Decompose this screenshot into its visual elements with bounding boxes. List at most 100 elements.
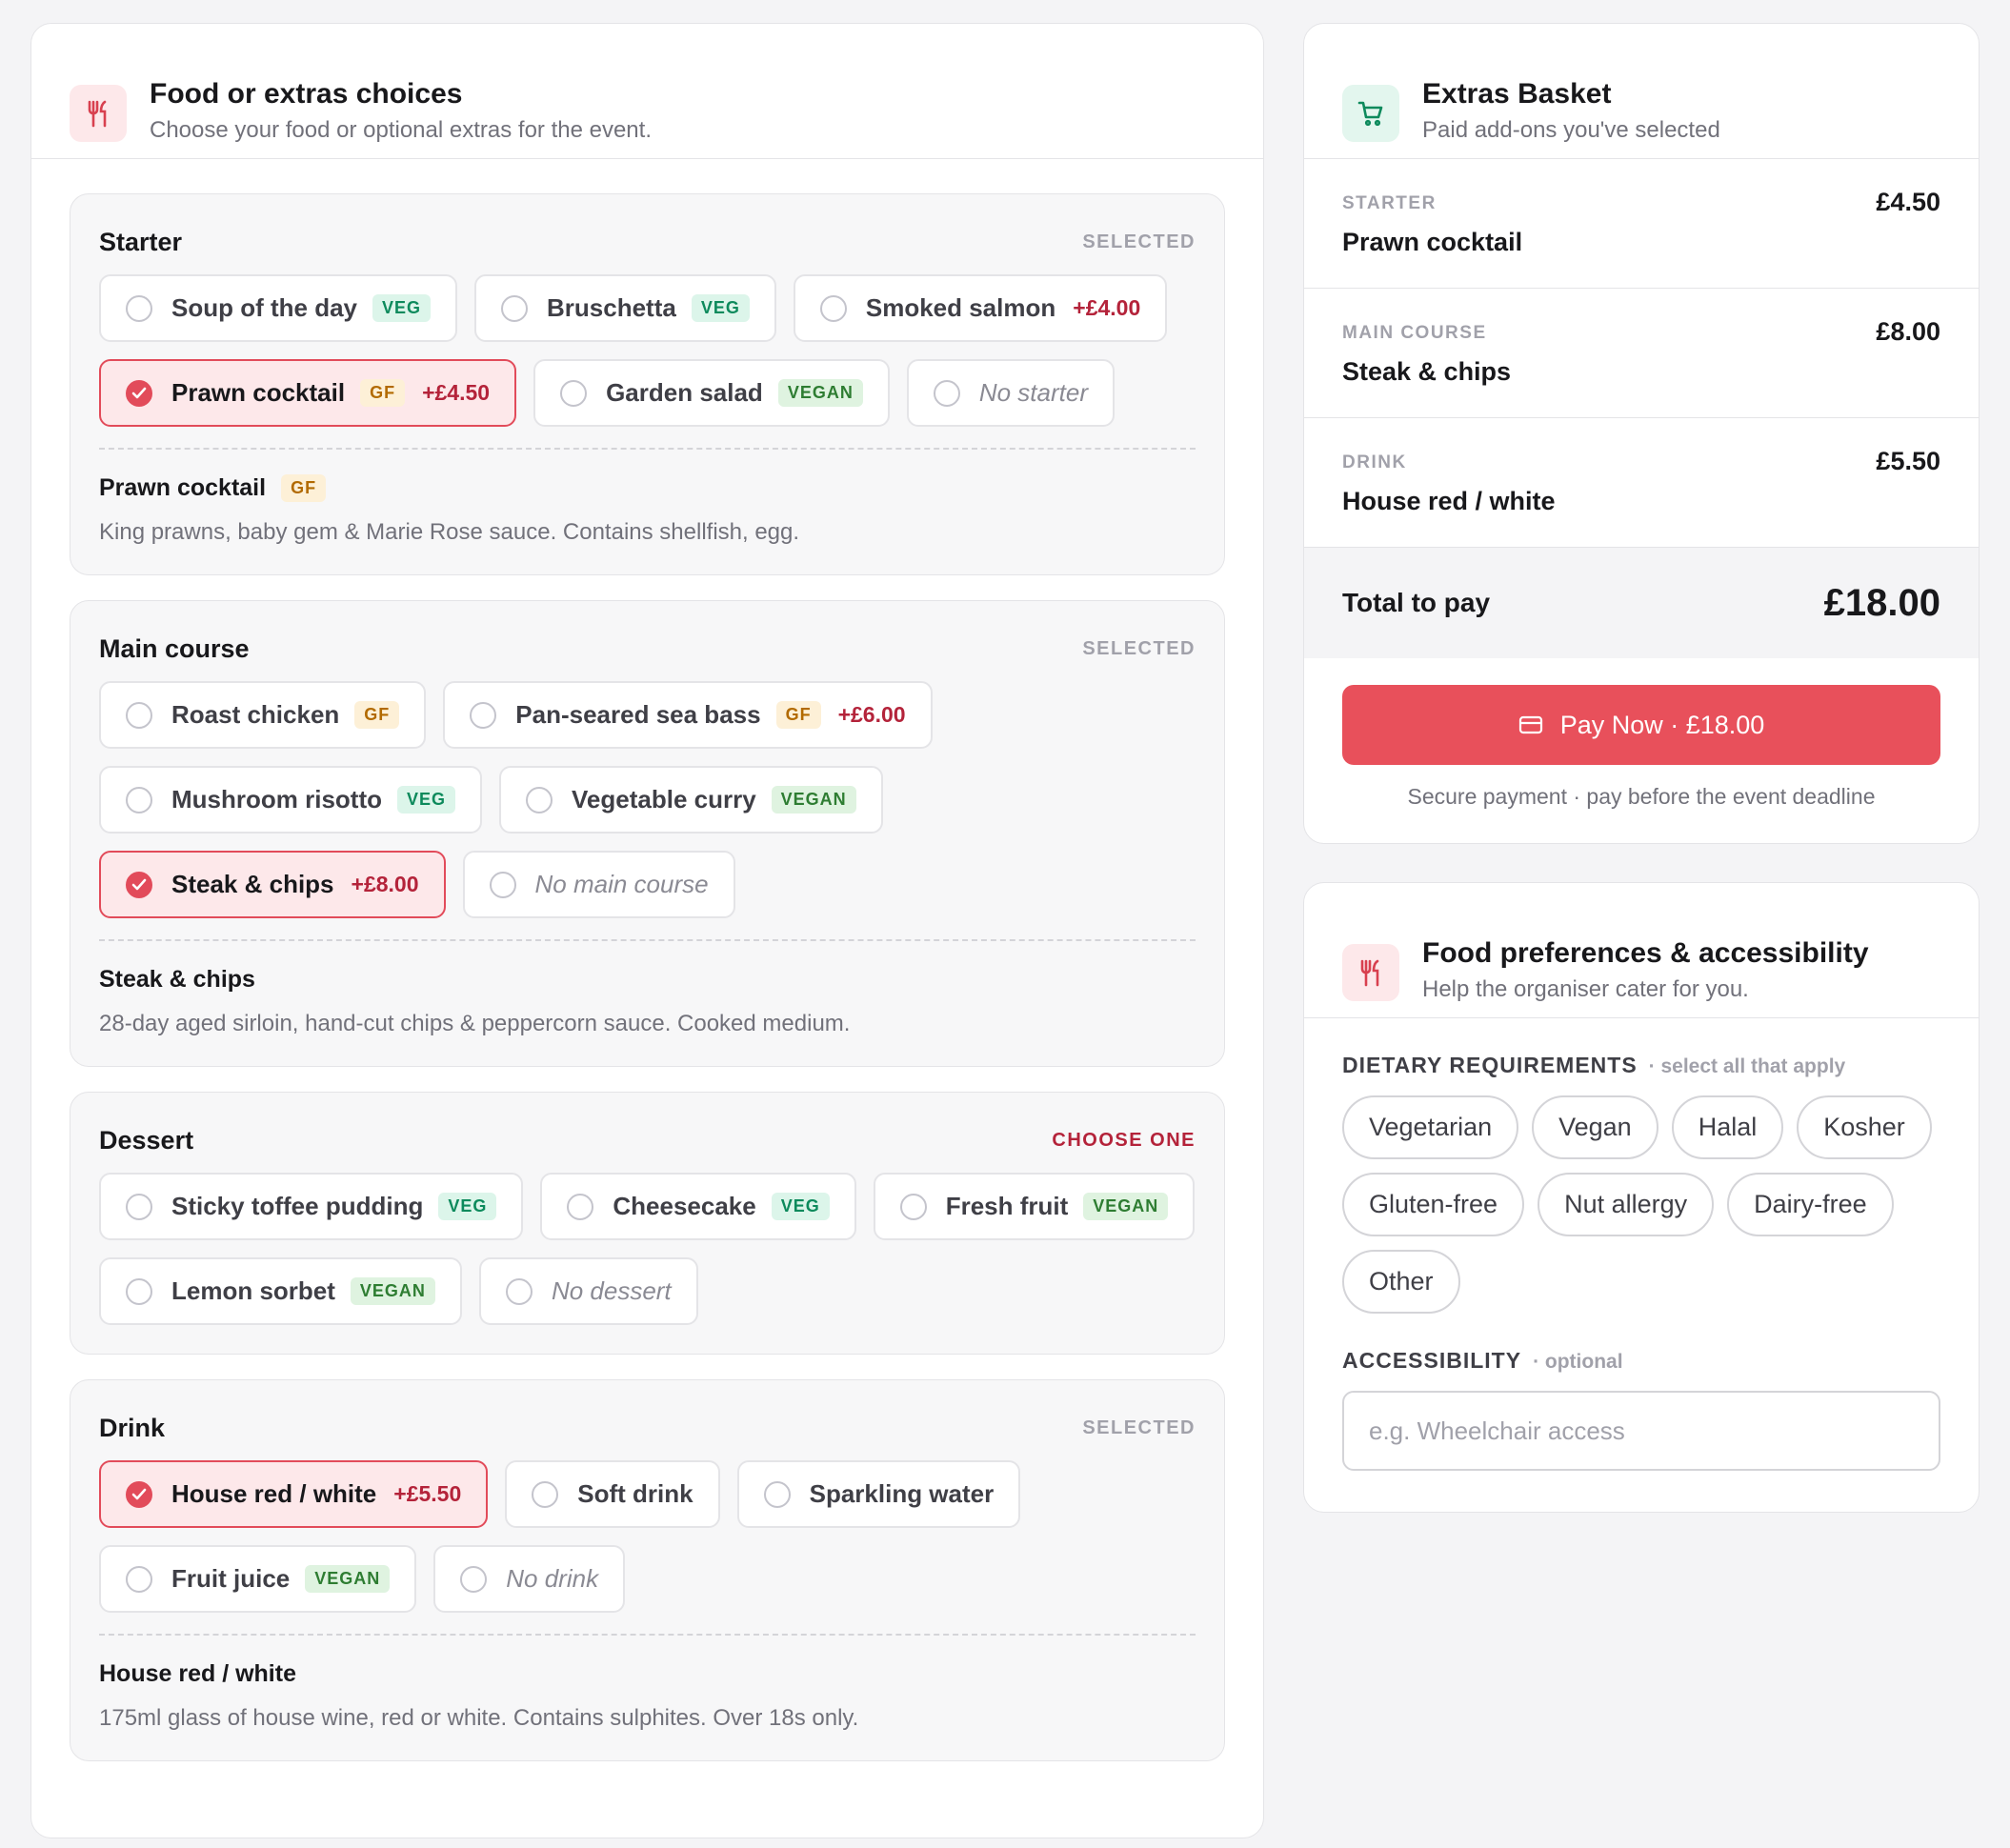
detail-name: Steak & chips: [99, 966, 255, 993]
option-sparkling-water[interactable]: Sparkling water: [736, 1460, 1021, 1528]
radio-icon: [489, 871, 516, 898]
radio-icon: [933, 379, 960, 407]
option-fresh-fruit[interactable]: Fresh fruit VEGAN: [873, 1173, 1196, 1240]
chip-dairy-free[interactable]: Dairy-free: [1727, 1173, 1894, 1236]
basket-row: STARTER Prawn cocktail £4.50: [1304, 159, 1979, 289]
basket-item-name: House red / white: [1342, 487, 1556, 515]
option-label: No dessert: [551, 1276, 672, 1305]
prefs-subtitle: Help the organiser cater for you.: [1422, 976, 1749, 1002]
radio-icon: [470, 701, 497, 729]
diet-tag: VEG: [397, 786, 456, 814]
option-no-main-course[interactable]: No main course: [462, 851, 735, 918]
extras-basket-card: Extras Basket Paid add-ons you've select…: [1303, 23, 1980, 844]
option-vegetable-curry[interactable]: Vegetable curry VEGAN: [499, 766, 883, 834]
chip-halal[interactable]: Halal: [1671, 1095, 1784, 1159]
radio-icon: [763, 1480, 791, 1508]
radio-icon: [567, 1193, 594, 1220]
option-label: Steak & chips: [171, 870, 334, 898]
chip-nut-allergy[interactable]: Nut allergy: [1538, 1173, 1715, 1236]
option-soup-of-the-day[interactable]: Soup of the day VEG: [99, 274, 458, 342]
basket-item-price: £8.00: [1876, 317, 1940, 346]
basket-items: STARTER Prawn cocktail £4.50 MAIN COURSE Ste…: [1304, 159, 1979, 548]
option-label: Mushroom risotto: [171, 785, 382, 814]
option-lemon-sorbet[interactable]: Lemon sorbet VEGAN: [99, 1257, 462, 1325]
section-title: Main course: [99, 633, 250, 663]
section-starter: Starter SELECTED Soup of the day VEG Brusche…: [70, 193, 1225, 575]
option-label: Soft drink: [577, 1479, 693, 1508]
option-pan-seared-sea-bass[interactable]: Pan-seared sea bass GF +£6.00: [443, 681, 933, 749]
option-mushroom-risotto[interactable]: Mushroom risotto VEG: [99, 766, 483, 834]
basket-row: DRINK House red / white £5.50: [1304, 418, 1979, 548]
option-fruit-juice[interactable]: Fruit juice VEGAN: [99, 1545, 417, 1613]
option-price: +£4.00: [1073, 295, 1141, 320]
basket-category: DRINK: [1342, 452, 1407, 472]
credit-card-icon: [1518, 715, 1543, 734]
option-cheesecake[interactable]: Cheesecake VEG: [540, 1173, 856, 1240]
section-header: Starter SELECTED: [99, 223, 1196, 261]
basket-item-name: Prawn cocktail: [1342, 228, 1523, 256]
basket-title: Extras Basket: [1422, 78, 1612, 110]
option-list: Soup of the day VEG Bruschetta VEG Smoked sa…: [99, 274, 1196, 427]
radio-icon: [501, 294, 529, 322]
chip-kosher[interactable]: Kosher: [1797, 1095, 1932, 1159]
radio-icon: [819, 294, 847, 322]
diet-tag: VEGAN: [305, 1565, 391, 1593]
section-title: Starter: [99, 227, 183, 256]
diet-tag: GF: [354, 701, 400, 729]
detail-name: House red / white: [99, 1660, 296, 1687]
basket-total: Total to pay £18.00: [1304, 548, 1979, 658]
option-price: +£5.50: [393, 1481, 462, 1506]
prefs-title: Food preferences & accessibility: [1422, 937, 1869, 969]
food-choices-subtitle: Choose your food or optional extras for …: [150, 117, 652, 143]
total-label: Total to pay: [1342, 588, 1491, 617]
cutlery-icon: [1342, 944, 1399, 1001]
radio-icon: [899, 1193, 927, 1220]
selection-detail: Steak & chips 28-day aged sirloin, hand-c…: [99, 939, 1196, 1037]
option-label: No main course: [534, 870, 709, 898]
option-house-red-white[interactable]: House red / white +£5.50: [99, 1460, 489, 1528]
option-label: Lemon sorbet: [171, 1276, 335, 1305]
diet-tag: VEG: [438, 1193, 497, 1220]
diet-tag: VEG: [372, 294, 432, 322]
option-smoked-salmon[interactable]: Smoked salmon +£4.00: [793, 274, 1168, 342]
option-roast-chicken[interactable]: Roast chicken GF: [99, 681, 427, 749]
dietary-hint: · select all that apply: [1648, 1055, 1846, 1077]
option-no-starter[interactable]: No starter: [906, 359, 1115, 427]
radio-icon: [526, 786, 553, 814]
chip-vegetarian[interactable]: Vegetarian: [1342, 1095, 1519, 1159]
radio-icon: [126, 1565, 152, 1593]
option-no-dessert[interactable]: No dessert: [478, 1257, 698, 1325]
pay-now-button[interactable]: Pay Now · £18.00: [1342, 685, 1940, 765]
option-sticky-toffee-pudding[interactable]: Sticky toffee pudding VEG: [99, 1173, 524, 1240]
option-label: No drink: [506, 1564, 599, 1593]
option-no-drink[interactable]: No drink: [433, 1545, 626, 1613]
option-label: Prawn cocktail: [171, 378, 346, 407]
detail-title: House red / white: [99, 1660, 1196, 1688]
diet-tag: GF: [360, 379, 406, 407]
detail-description: King prawns, baby gem & Marie Rose sauce…: [99, 519, 800, 545]
chip-other[interactable]: Other: [1342, 1250, 1460, 1314]
option-label: Fresh fruit: [945, 1192, 1069, 1220]
detail-title: Prawn cocktail GF: [99, 474, 1196, 502]
radio-icon: [126, 1193, 152, 1220]
food-choices-card: Food or extras choices Choose your food …: [30, 23, 1264, 1838]
option-label: Fruit juice: [171, 1564, 291, 1593]
total-value: £18.00: [1823, 581, 1940, 624]
diet-tag: VEGAN: [350, 1277, 435, 1305]
section-header: Drink SELECTED: [99, 1409, 1196, 1447]
option-soft-drink[interactable]: Soft drink: [505, 1460, 720, 1528]
option-label: Soup of the day: [171, 293, 357, 322]
chip-vegan[interactable]: Vegan: [1532, 1095, 1658, 1159]
option-steak-and-chips[interactable]: Steak & chips +£8.00: [99, 851, 446, 918]
chip-gluten-free[interactable]: Gluten-free: [1342, 1173, 1525, 1236]
section-drink: Drink SELECTED House red / white +£5.50 Soft…: [70, 1379, 1225, 1761]
diet-tag: VEGAN: [1083, 1193, 1169, 1220]
basket-subtitle: Paid add-ons you've selected: [1422, 117, 1720, 143]
option-garden-salad[interactable]: Garden salad VEGAN: [533, 359, 890, 427]
option-prawn-cocktail[interactable]: Prawn cocktail GF +£4.50: [99, 359, 517, 427]
accessibility-input[interactable]: [1342, 1391, 1940, 1471]
selection-detail: Prawn cocktail GF King prawns, baby gem & …: [99, 448, 1196, 546]
option-bruschetta[interactable]: Bruschetta VEG: [474, 274, 776, 342]
section-dessert: Dessert CHOOSE ONE Sticky toffee pudding VE…: [70, 1092, 1225, 1355]
diet-tag: VEG: [691, 294, 750, 322]
